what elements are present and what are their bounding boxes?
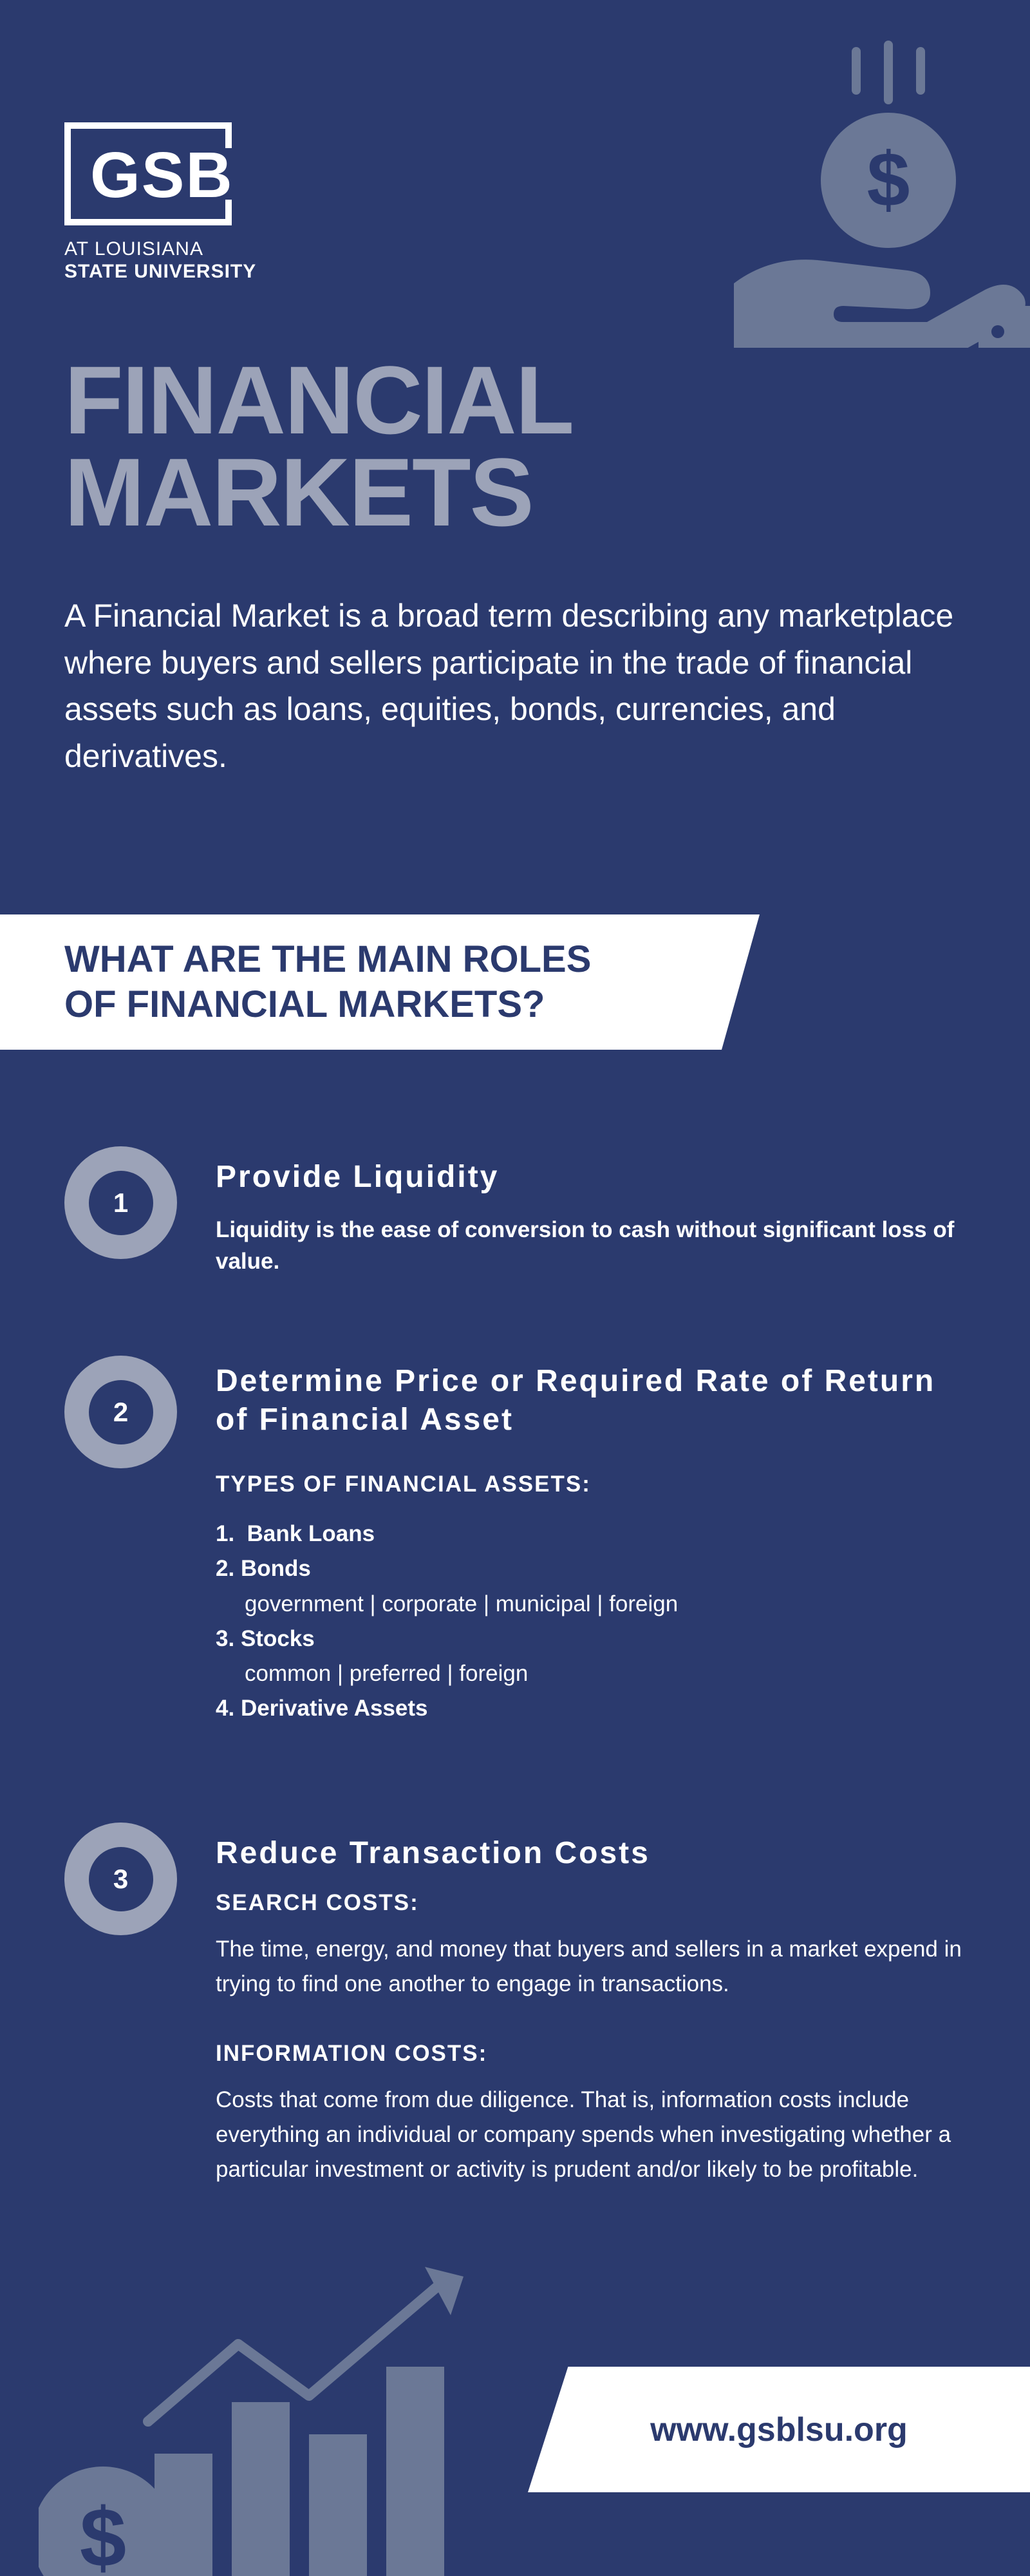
logo-block: GSB [64,122,232,225]
asset-item-1: 1. Bank Loans [216,1517,966,1551]
intro-paragraph: A Financial Market is a broad term descr… [64,592,966,779]
assets-list: 1. Bank Loans 2. Bonds government | corp… [216,1517,966,1727]
role-1-desc: Liquidity is the ease of conversion to c… [216,1214,966,1277]
number-1: 1 [89,1171,153,1235]
role-2-title: Determine Price or Required Rate of Retu… [64,1356,966,1439]
svg-text:$: $ [80,2490,126,2576]
asset-item-3: 3. Stocks [216,1622,966,1656]
role-section-1: 1 Provide Liquidity Liquidity is the eas… [64,1146,966,1277]
logo-subline-1: AT LOUISIANA [64,238,203,260]
asset-item-2: 2. Bonds [216,1551,966,1586]
title-line-2: MARKETS [64,438,533,546]
logo-bracket: GSB [64,122,232,225]
role-1-title: Provide Liquidity [64,1146,966,1195]
page-title: FINANCIAL MARKETS [64,354,573,538]
role-3-title: Reduce Transaction Costs [64,1823,966,1871]
search-costs-heading: SEARCH COSTS: [216,1890,966,1916]
ribbon-text: WHAT ARE THE MAIN ROLES OF FINANCIAL MAR… [64,937,591,1027]
role-section-2: 2 Determine Price or Required Rate of Re… [64,1356,966,1727]
ribbon-line-1: WHAT ARE THE MAIN ROLES [64,938,591,980]
bar-chart-arrow-icon: $ [39,2254,502,2576]
asset-item-3-sub: common | preferred | foreign [245,1656,966,1691]
role-section-3: 3 Reduce Transaction Costs SEARCH COSTS:… [64,1823,966,2187]
logo-brand: GSB [90,138,234,213]
footer-url-ribbon: www.gsblsu.org [528,2367,1030,2492]
number-3: 3 [89,1847,153,1911]
information-costs-heading: INFORMATION COSTS: [216,2041,966,2067]
number-donut-2: 2 [64,1356,177,1468]
number-donut-1: 1 [64,1146,177,1259]
hand-coin-icon: $ [695,39,1030,348]
information-costs-text: Costs that come from due diligence. That… [216,2083,966,2188]
search-costs-text: The time, energy, and money that buyers … [216,1932,966,2002]
types-heading: TYPES OF FINANCIAL ASSETS: [216,1472,966,1497]
footer-url: www.gsblsu.org [650,2410,908,2449]
asset-item-4: 4. Derivative Assets [216,1691,966,1726]
number-2: 2 [89,1380,153,1444]
section-heading-ribbon: WHAT ARE THE MAIN ROLES OF FINANCIAL MAR… [0,914,760,1050]
svg-text:$: $ [867,137,910,223]
ribbon-line-2: OF FINANCIAL MARKETS? [64,983,545,1025]
asset-item-2-sub: government | corporate | municipal | for… [245,1587,966,1622]
number-donut-3: 3 [64,1823,177,1935]
search-costs-block: SEARCH COSTS: The time, energy, and mone… [216,1890,966,2002]
logo-subline-2: STATE UNIVERSITY [64,261,256,283]
information-costs-block: INFORMATION COSTS: Costs that come from … [216,2041,966,2188]
